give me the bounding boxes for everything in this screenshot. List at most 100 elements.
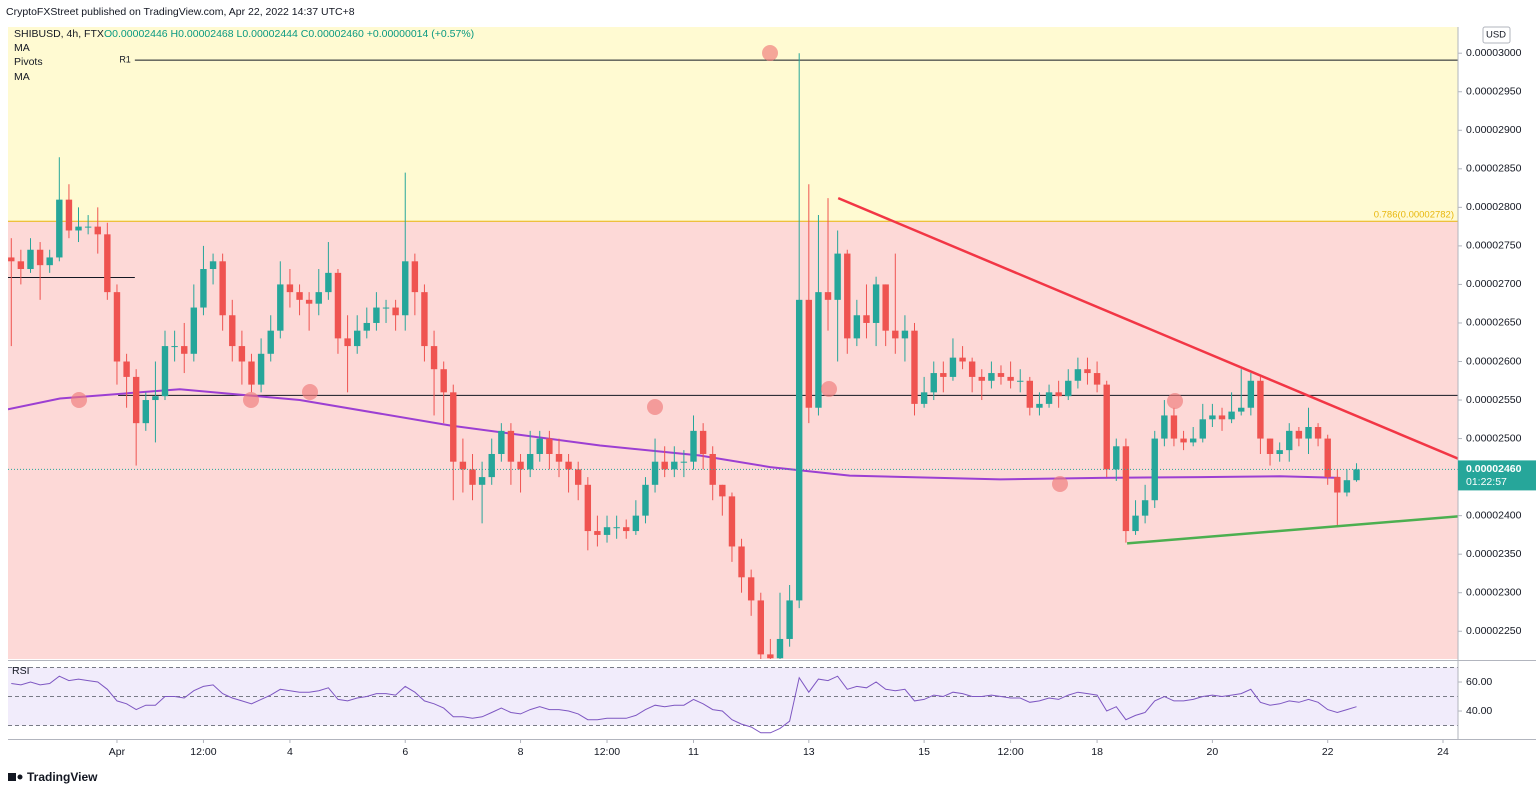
candle-body [411,261,419,293]
candle-body [65,199,73,231]
touch-marker [71,392,87,408]
fib-label: 0.786(0.00002782) [1374,210,1454,221]
candle-body [94,226,101,235]
candle-body [142,400,149,424]
candle-body [661,461,668,470]
candle-body [642,484,649,516]
candle-body [46,257,53,266]
rsi-label: RSI [12,665,30,677]
candle-body [267,330,274,354]
candle-body [402,261,409,316]
candle-body [584,484,592,532]
candle-body [940,373,947,377]
x-tick-label: 4 [287,746,293,758]
y-tick-label: 0.00002800 [1466,201,1522,213]
x-tick-label: 20 [1207,746,1219,758]
candle-body [286,284,294,293]
candle-body [113,292,121,362]
pivot-label: R1 [119,55,131,65]
indicator-label: MA [14,42,30,54]
candle-body [786,600,793,639]
candle-body [1189,438,1197,443]
candle-body [565,461,572,470]
candle-body [200,269,207,308]
candle-body [872,284,880,323]
candle-body [815,292,822,408]
candle-body [719,484,726,497]
candle-body [1343,480,1351,493]
candle-body [315,292,322,304]
countdown: 01:22:57 [1466,476,1507,488]
candle-body [248,361,255,385]
y-tick-label: 0.00002400 [1466,509,1522,521]
candle-body [844,253,851,339]
candle-body [459,461,467,470]
candle-body [1295,430,1303,439]
candle-body [36,249,44,266]
candle-body [988,373,995,381]
candle-body [959,357,966,362]
candle-body [699,430,707,454]
candle-body [1045,392,1053,404]
candle-body [920,392,928,404]
candle-body [132,376,140,424]
candle-body [392,307,399,316]
candle-body [238,346,246,362]
candle-body [1093,373,1101,385]
candle-body [594,531,601,535]
trendline [837,196,1458,460]
x-tick-label: 22 [1322,746,1334,758]
candle-body [325,272,332,293]
candle-body [1276,450,1283,454]
candle-body [997,373,1005,377]
y-tick-label: 0.00002500 [1466,432,1522,444]
candle-body [1238,407,1245,412]
candle-body [161,346,169,397]
y-tick-label: 0.00002750 [1466,240,1522,252]
candle-body [1141,500,1149,516]
candle-body [671,461,678,470]
candle-body [104,234,111,293]
candle-body [1180,438,1187,443]
candle-body [1305,427,1312,439]
candle-body [498,430,505,454]
candle-body [507,430,515,462]
candle-body [1218,415,1226,420]
touch-marker [647,399,663,415]
candle-body [1017,380,1024,382]
x-tick-label: 13 [803,746,815,758]
candle-body [334,272,342,339]
brand: TradingView [27,770,98,784]
y-tick-label: 0.00002900 [1466,124,1522,136]
candle-body [1170,415,1178,439]
candle-body [1055,392,1062,397]
upper-zone [8,27,1458,222]
touch-marker [821,381,837,397]
candle-body [853,315,861,339]
candle-body [1324,438,1331,478]
candle-body [623,527,630,532]
x-tick-label: 24 [1437,746,1449,758]
candle-body [1113,446,1120,470]
candle-body [805,299,813,408]
candle-body [1257,380,1264,439]
indicator-label: Pivots [14,56,43,68]
candle-body [603,527,611,535]
y-tick-label: 0.00002650 [1466,317,1522,329]
candle-body [776,638,784,659]
candle-body [181,346,188,354]
candle-body [257,353,265,385]
axes [8,26,1536,740]
rsi-tick-label: 40.00 [1466,705,1492,717]
candle-body [1084,369,1091,374]
candle-body [517,461,524,470]
candle-body [56,199,63,258]
trendline [1126,515,1458,545]
touch-marker [302,384,318,400]
candle-body [27,249,34,270]
x-tick-label: 12:00 [190,746,216,758]
candle-body [536,438,543,454]
candle-body [17,261,25,270]
touch-marker [243,392,259,408]
candle-body [1103,384,1110,470]
